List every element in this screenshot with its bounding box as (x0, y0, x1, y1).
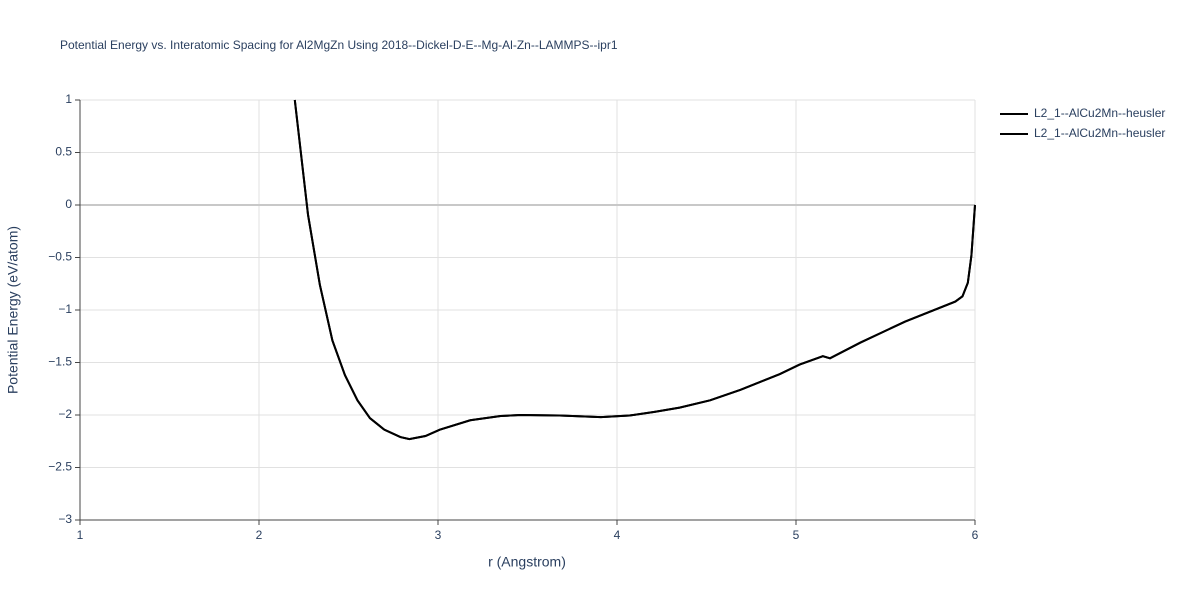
y-tick-label: 0 (65, 197, 72, 211)
x-tick-label: 3 (435, 528, 442, 542)
chart-title: Potential Energy vs. Interatomic Spacing… (60, 38, 618, 52)
x-tick-label: 5 (793, 528, 800, 542)
y-tick-label: −2.5 (48, 460, 72, 474)
y-tick-label: −2 (58, 407, 72, 421)
y-axis-label: Potential Energy (eV/atom) (5, 226, 21, 394)
y-tick-label: 1 (65, 92, 72, 106)
y-tick-label: −0.5 (48, 250, 72, 264)
series-line (293, 99, 976, 441)
y-tick-label: −3 (58, 512, 72, 526)
x-tick-label: 4 (614, 528, 621, 542)
legend-label: L2_1--AlCu2Mn--heusler (1034, 106, 1165, 120)
y-tick-label: 0.5 (55, 145, 72, 159)
y-tick-label: −1.5 (48, 355, 72, 369)
series-line (293, 99, 976, 441)
y-tick-label: −1 (58, 302, 72, 316)
x-tick-label: 1 (77, 528, 84, 542)
legend-label: L2_1--AlCu2Mn--heusler (1034, 126, 1165, 140)
x-tick-label: 2 (256, 528, 263, 542)
x-tick-label: 6 (972, 528, 979, 542)
x-axis-label: r (Angstrom) (488, 554, 566, 570)
